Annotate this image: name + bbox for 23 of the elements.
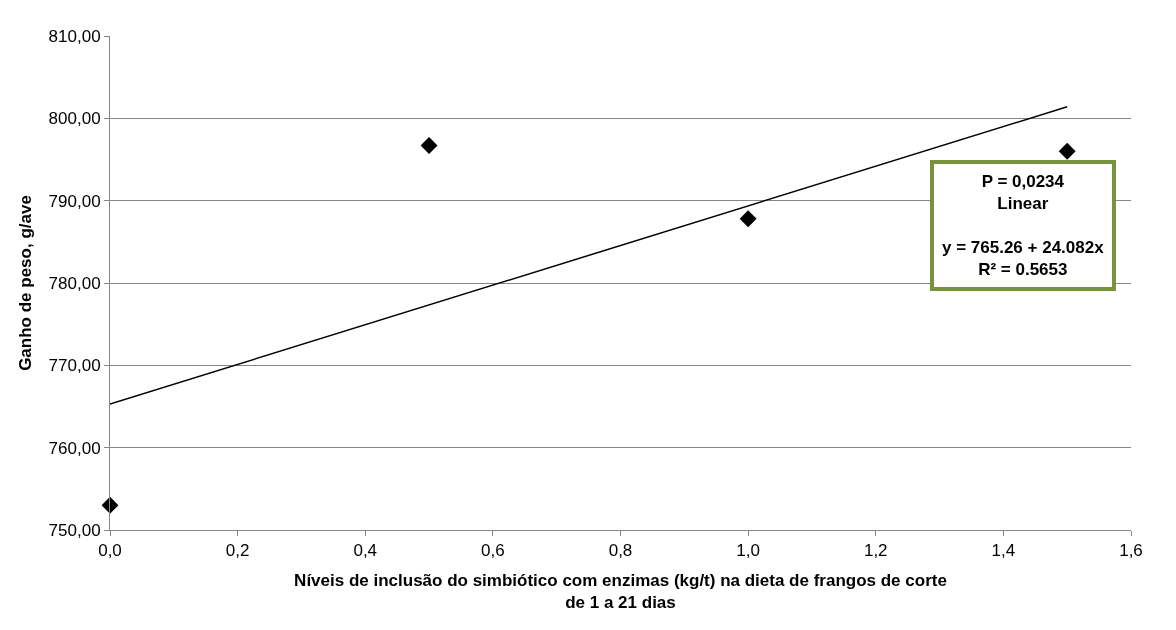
x-tick-label: 0,2 <box>225 541 250 561</box>
y-tick-label: 760,00 <box>48 438 101 458</box>
y-tick-label: 770,00 <box>48 356 101 376</box>
point <box>101 496 119 514</box>
x-tick-label: 0,0 <box>98 541 122 561</box>
x-tick-label: 1,6 <box>1119 541 1143 561</box>
y-tick-label: 750,00 <box>48 520 101 540</box>
x-tick-label: 0,8 <box>608 541 633 561</box>
point <box>420 137 438 154</box>
y-axis-title: Ganho de peso, g/ave <box>16 195 36 371</box>
x-tick-label: 1,0 <box>736 541 760 561</box>
text: P = 0,0234 Linear y = 765.26 + 24.082x R² = 0.5653 <box>942 172 1104 280</box>
x-axis-title: Níveis de inclusão do simbiótico com enzimas (kg/t) na dieta de frangos de corte de 1 a 21 dias <box>294 570 947 612</box>
y-tick-label: 810,00 <box>48 26 101 46</box>
x-tick-label: 0,6 <box>481 541 505 561</box>
point <box>1058 142 1076 160</box>
point <box>739 210 757 228</box>
x-tick-label: 1,2 <box>863 541 888 561</box>
x-tick-label: 0,4 <box>353 541 378 561</box>
y-tick-label: 800,00 <box>48 109 101 129</box>
y-tick-label: 790,00 <box>48 191 101 211</box>
x-tick-label: 1,4 <box>991 541 1016 561</box>
y-tick-label: 780,00 <box>48 273 101 293</box>
